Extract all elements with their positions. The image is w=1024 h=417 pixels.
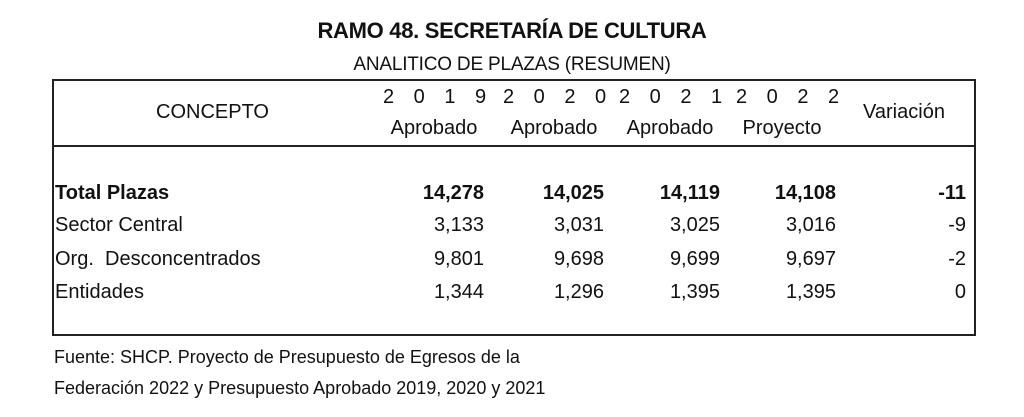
cell-sector-central-2022: 3,016 bbox=[785, 214, 836, 236]
source-line-1: Fuente: SHCP. Proyecto de Presupuesto de… bbox=[54, 347, 520, 367]
concepto-header: CONCEPTO bbox=[156, 101, 269, 123]
column-year-2022: 2 0 2 2 bbox=[736, 86, 847, 108]
cell-org-desconcentrados-variacion: -2 bbox=[948, 248, 966, 270]
row-concept-entidades: Entidades bbox=[55, 281, 144, 303]
header-divider bbox=[52, 145, 976, 147]
cell-org-desconcentrados-2021: 9,699 bbox=[669, 248, 720, 270]
cell-total-variacion: -11 bbox=[938, 182, 966, 204]
cell-total-2019: 14,278 bbox=[422, 182, 484, 204]
column-year-2020: 2 0 2 0 bbox=[503, 86, 614, 108]
cell-entidades-2022: 1,395 bbox=[785, 281, 836, 303]
cell-sector-central-2019: 3,133 bbox=[433, 214, 484, 236]
variacion-header: Variación bbox=[863, 101, 945, 123]
cell-total-2020: 14,025 bbox=[542, 182, 604, 204]
column-label-2020: Aprobado bbox=[510, 117, 598, 139]
column-label-2021: Aprobado bbox=[626, 117, 714, 139]
cell-total-2021: 14,119 bbox=[659, 182, 720, 204]
row-concept-org-desconcentrados: Org. Desconcentrados bbox=[55, 248, 261, 270]
cell-entidades-2020: 1,296 bbox=[553, 281, 604, 303]
cell-entidades-2021: 1,395 bbox=[669, 281, 720, 303]
source-line-2: Federación 2022 y Presupuesto Aprobado 2… bbox=[54, 378, 546, 398]
report-title: RAMO 48. SECRETARÍA DE CULTURA bbox=[317, 18, 707, 43]
cell-sector-central-2021: 3,025 bbox=[669, 214, 720, 236]
column-label-2019: Aprobado bbox=[390, 117, 478, 139]
column-label-2022: Proyecto bbox=[742, 117, 822, 139]
cell-entidades-2019: 1,344 bbox=[433, 281, 484, 303]
row-concept-sector-central: Sector Central bbox=[55, 214, 183, 236]
row-concept-total: Total Plazas bbox=[55, 182, 170, 204]
cell-sector-central-variacion: -9 bbox=[948, 214, 966, 236]
cell-total-2022: 14,108 bbox=[774, 182, 836, 204]
cell-org-desconcentrados-2019: 9,801 bbox=[433, 248, 484, 270]
plazas-table bbox=[52, 79, 976, 336]
column-year-2019: 2 0 1 9 bbox=[383, 86, 494, 108]
cell-entidades-variacion: 0 bbox=[954, 281, 966, 303]
cell-org-desconcentrados-2020: 9,698 bbox=[553, 248, 604, 270]
column-year-2021: 2 0 2 1 bbox=[619, 86, 730, 108]
report-subtitle: ANALITICO DE PLAZAS (RESUMEN) bbox=[353, 54, 671, 75]
cell-org-desconcentrados-2022: 9,697 bbox=[785, 248, 836, 270]
cell-sector-central-2020: 3,031 bbox=[553, 214, 604, 236]
